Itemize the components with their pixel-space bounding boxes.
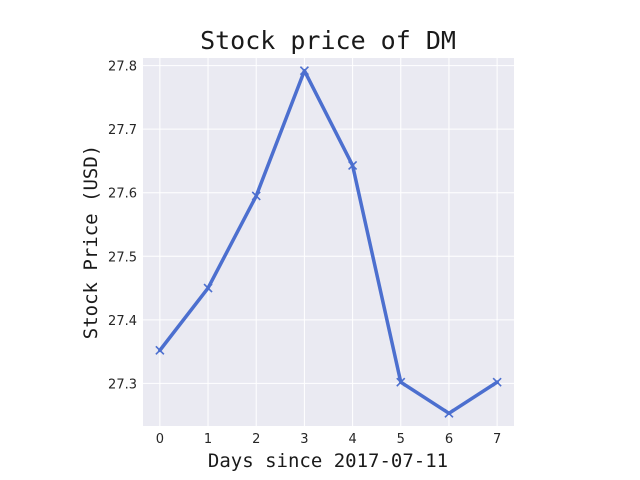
x-tick-label: 4	[348, 432, 356, 447]
grid-lines	[143, 58, 514, 426]
x-tick-label: 0	[156, 432, 164, 447]
data-point-marker	[299, 66, 309, 76]
marker-stroke	[492, 377, 502, 387]
data-point-marker	[444, 408, 454, 418]
y-tick-label: 27.3	[108, 377, 137, 392]
chart-title: Stock price of DM	[200, 26, 456, 55]
x-tick-label: 5	[397, 432, 405, 447]
y-tick-label: 27.4	[108, 314, 137, 329]
y-tick-label: 27.8	[108, 60, 137, 75]
marker-stroke	[444, 408, 454, 418]
data-point-marker	[251, 191, 261, 201]
marker-stroke	[299, 66, 309, 76]
x-tick-label: 2	[252, 432, 260, 447]
data-point-marker	[203, 283, 213, 293]
x-tick-label: 7	[493, 432, 501, 447]
data-point-marker	[492, 377, 502, 387]
series-layer	[155, 66, 502, 418]
marker-stroke	[155, 345, 165, 355]
y-axis-label: Stock Price (USD)	[80, 145, 102, 339]
y-tick-label: 27.6	[108, 187, 137, 202]
marker-stroke	[203, 283, 213, 293]
data-point-marker	[155, 345, 165, 355]
y-tick-label: 27.5	[108, 250, 137, 265]
data-point-marker	[396, 377, 406, 387]
x-axis-ticks: 0 1 2 3 4 5 6 7	[156, 432, 502, 447]
y-tick-label: 27.7	[108, 123, 137, 138]
marker-stroke	[251, 191, 261, 201]
series-line	[158, 68, 499, 416]
x-tick-label: 6	[445, 432, 453, 447]
marker-stroke	[348, 160, 358, 170]
x-tick-label: 3	[300, 432, 308, 447]
marker-stroke	[396, 377, 406, 387]
data-point-marker	[348, 160, 358, 170]
x-axis-label: Days since 2017-07-11	[208, 450, 448, 472]
y-axis-ticks: 27.3 27.4 27.5 27.6 27.7 27.8	[108, 60, 137, 393]
x-tick-label: 1	[204, 432, 212, 447]
plot-background	[143, 58, 514, 426]
